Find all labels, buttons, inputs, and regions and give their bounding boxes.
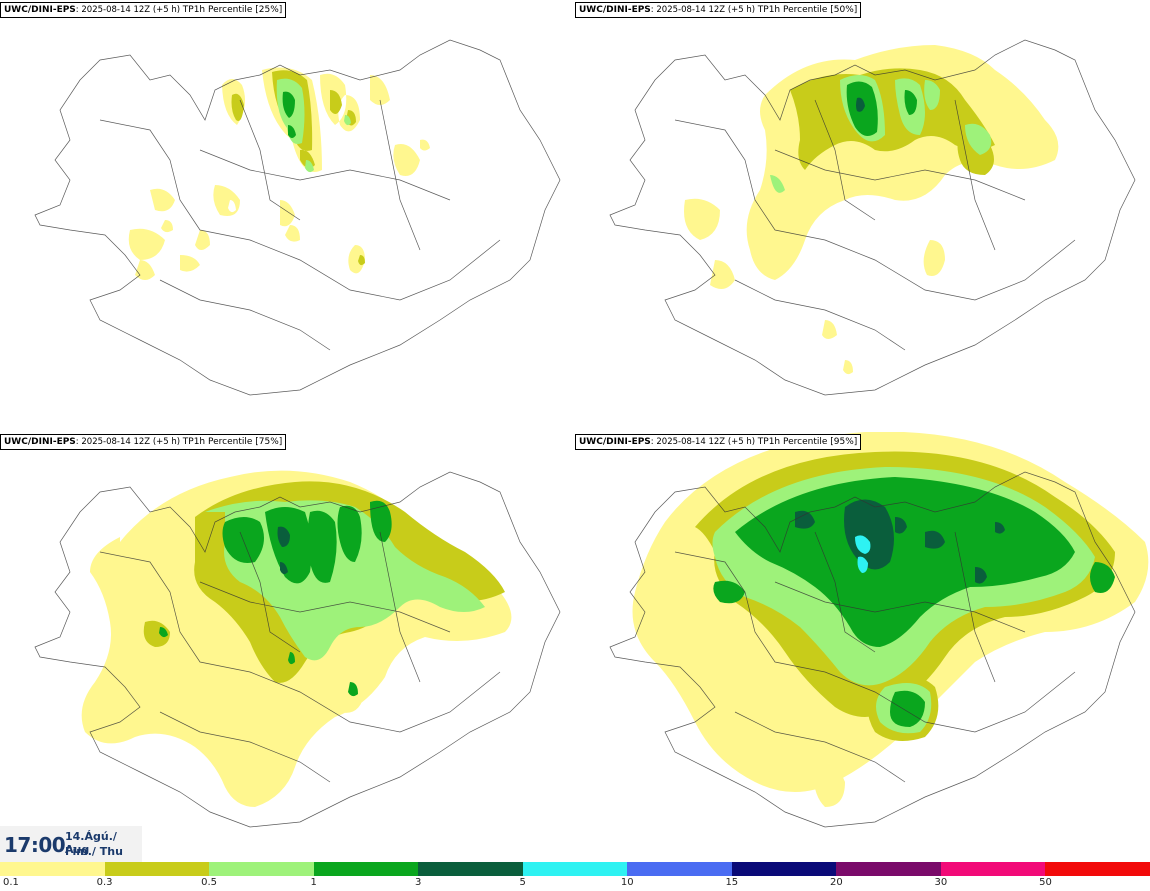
legend-tick-label: 1 — [310, 877, 317, 888]
precip-field — [81, 470, 512, 807]
parameter-label: TP1h Percentile [25%] — [182, 5, 283, 15]
model-name: UWC/DINI-EPS — [579, 437, 651, 447]
iceland-outline — [609, 39, 1136, 396]
legend-swatch — [627, 862, 733, 876]
precip-color-legend: 0.1 0.3 0.5 1 3 5 10 15 20 30 50 — [0, 862, 1150, 891]
valid-time-clock: 17:00 — [4, 833, 66, 857]
legend-tick-label: 0.1 — [3, 877, 19, 888]
valid-date-line1: 14.Ágú./ Aug — [65, 830, 117, 856]
legend-swatch — [418, 862, 524, 876]
run-info: 2025-08-14 12Z (+5 h) — [81, 437, 181, 447]
precip-map — [34, 470, 561, 828]
precip-field — [632, 432, 1149, 807]
panel-title: UWC/DINI-EPS: 2025-08-14 12Z (+5 h) TP1h… — [575, 2, 862, 18]
map-panel-p95: UWC/DINI-EPS: 2025-08-14 12Z (+5 h) TP1h… — [575, 432, 1150, 864]
iceland-outline — [34, 39, 561, 396]
run-info: 2025-08-14 12Z (+5 h) — [656, 5, 756, 15]
parameter-label: TP1h Percentile [50%] — [757, 5, 858, 15]
legend-swatch — [104, 862, 210, 876]
legend-tick-label: 10 — [620, 877, 634, 888]
parameter-label: TP1h Percentile [75%] — [182, 437, 283, 447]
legend-swatch — [313, 862, 419, 876]
legend-swatch — [522, 862, 628, 876]
parameter-label: TP1h Percentile [95%] — [757, 437, 858, 447]
precip-field — [128, 67, 430, 281]
panel-title: UWC/DINI-EPS: 2025-08-14 12Z (+5 h) TP1h… — [0, 434, 287, 450]
model-name: UWC/DINI-EPS — [4, 5, 76, 15]
valid-time-box: 17:00 14.Ágú./ Aug Fim./ Thu — [0, 826, 142, 862]
legend-tick-label: 20 — [829, 877, 843, 888]
precip-map — [34, 39, 561, 396]
iceland-outline — [34, 471, 561, 828]
map-panel-p50: UWC/DINI-EPS: 2025-08-14 12Z (+5 h) TP1h… — [575, 0, 1150, 432]
iceland-outline — [609, 471, 1136, 828]
legend-tick-label: 3 — [414, 877, 422, 888]
legend-swatch — [836, 862, 942, 876]
legend-tick-label: 5 — [519, 877, 526, 888]
legend-tick-label: 0.5 — [201, 877, 218, 888]
legend-swatch — [940, 862, 1046, 876]
panel-title: UWC/DINI-EPS: 2025-08-14 12Z (+5 h) TP1h… — [575, 434, 862, 450]
model-name: UWC/DINI-EPS — [579, 5, 651, 15]
legend-tick-label: 15 — [725, 877, 739, 888]
map-panel-p75: UWC/DINI-EPS: 2025-08-14 12Z (+5 h) TP1h… — [0, 432, 575, 864]
valid-date-line2: Fim./ Thu — [65, 845, 123, 858]
legend-swatch — [209, 862, 315, 876]
panel-title: UWC/DINI-EPS: 2025-08-14 12Z (+5 h) TP1h… — [0, 2, 287, 18]
legend-color-bar — [0, 862, 1150, 876]
legend-swatch — [731, 862, 837, 876]
map-panel-p25: UWC/DINI-EPS: 2025-08-14 12Z (+5 h) TP1h… — [0, 0, 575, 432]
precip-map — [609, 39, 1136, 396]
precip-field — [684, 45, 1059, 375]
legend-tick-label: 30 — [934, 877, 948, 888]
legend-tick-label: 0.3 — [96, 877, 113, 888]
legend-tick-label: 50 — [1039, 877, 1052, 888]
run-info: 2025-08-14 12Z (+5 h) — [81, 5, 181, 15]
run-info: 2025-08-14 12Z (+5 h) — [656, 437, 756, 447]
model-name: UWC/DINI-EPS — [4, 437, 76, 447]
legend-swatch — [1045, 862, 1150, 876]
precip-map — [609, 432, 1149, 828]
legend-swatch — [0, 862, 106, 876]
